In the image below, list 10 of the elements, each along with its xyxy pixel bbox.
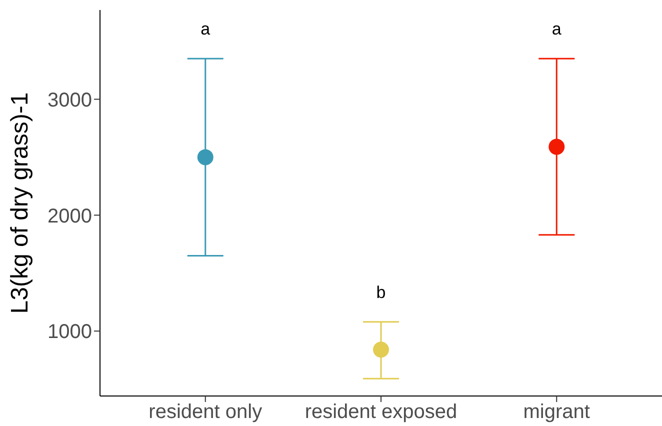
annotation: b — [376, 282, 386, 302]
y-tick-label: 1000 — [48, 321, 92, 344]
y-axis-title: L3(kg of dry grass)-1 — [6, 92, 34, 314]
annotation: a — [200, 20, 211, 39]
annotation: a — [552, 20, 562, 39]
y-tick-label: 2000 — [48, 205, 92, 228]
x-tick-label: migrant — [523, 401, 590, 424]
x-tick-label: resident only — [148, 401, 262, 424]
y-tick-label: 3000 — [48, 89, 92, 112]
x-tick-label: resident exposed — [304, 401, 458, 424]
